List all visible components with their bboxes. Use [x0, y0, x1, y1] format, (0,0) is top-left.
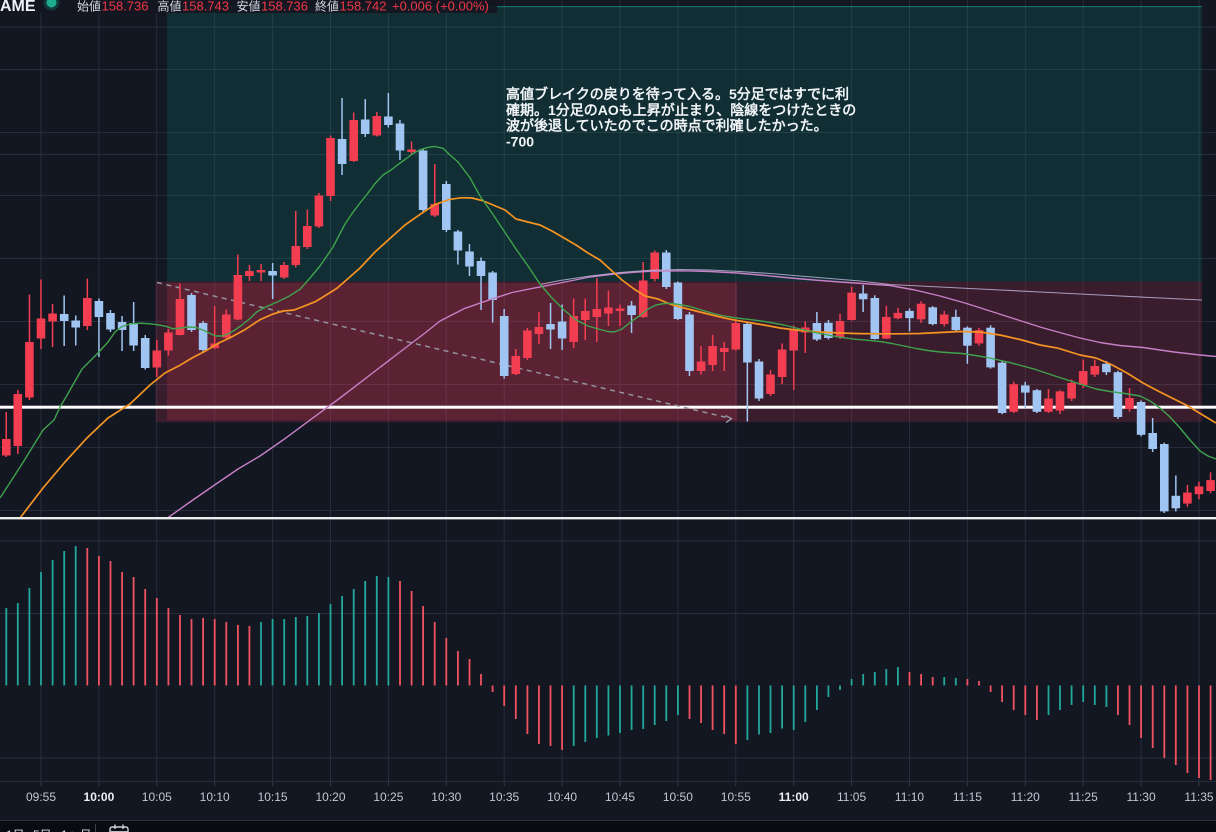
svg-text:高値ブレイクの戻りを待って入る。5分足ではすでに利: 高値ブレイクの戻りを待って入る。5分足ではすでに利: [506, 86, 849, 102]
svg-text:10:05: 10:05: [142, 790, 172, 804]
svg-text:11:30: 11:30: [1127, 790, 1156, 804]
svg-text:10:25: 10:25: [373, 790, 403, 804]
svg-text:10:20: 10:20: [315, 790, 345, 804]
svg-text:始値: 始値: [77, 0, 101, 14]
svg-text:10:35: 10:35: [489, 790, 519, 804]
svg-text:10:10: 10:10: [200, 790, 230, 804]
svg-text:10:40: 10:40: [547, 790, 577, 804]
svg-text:安値: 安値: [237, 0, 261, 14]
svg-text:10:00: 10:00: [84, 790, 115, 804]
svg-text:11:15: 11:15: [953, 790, 982, 804]
svg-text:10:45: 10:45: [605, 790, 635, 804]
svg-text:1日: 1日: [6, 828, 25, 832]
svg-text:158.736: 158.736: [102, 0, 149, 14]
svg-text:高値: 高値: [158, 0, 182, 14]
svg-text:確期。1分足のAOも上昇が止まり、陰線をつけたときの: 確期。1分足のAOも上昇が止まり、陰線をつけたときの: [506, 102, 856, 118]
svg-text:11:10: 11:10: [895, 790, 924, 804]
svg-text:10:30: 10:30: [431, 790, 461, 804]
svg-text:終値: 終値: [315, 0, 339, 14]
svg-text:158.743: 158.743: [182, 0, 229, 14]
svg-text:-700: -700: [506, 133, 534, 149]
svg-text:AME: AME: [0, 0, 36, 15]
svg-text:158.742: 158.742: [340, 0, 387, 14]
svg-text:09:55: 09:55: [26, 790, 56, 804]
svg-text:1ヶ月: 1ヶ月: [61, 828, 92, 832]
svg-text:10:15: 10:15: [258, 790, 288, 804]
svg-text:11:05: 11:05: [837, 790, 866, 804]
svg-text:158.736: 158.736: [261, 0, 308, 14]
svg-text:11:35: 11:35: [1184, 790, 1213, 804]
svg-text:11:20: 11:20: [1011, 790, 1040, 804]
svg-text:11:00: 11:00: [779, 790, 809, 804]
svg-text:5日: 5日: [33, 828, 52, 832]
svg-text:10:55: 10:55: [721, 790, 751, 804]
svg-text:波が後退していたのでこの時点で利確したかった。: 波が後退していたのでこの時点で利確したかった。: [506, 118, 828, 134]
svg-text:11:25: 11:25: [1069, 790, 1098, 804]
svg-text:+0.006 (+0.00%): +0.006 (+0.00%): [392, 0, 489, 14]
svg-text:10:50: 10:50: [663, 790, 693, 804]
